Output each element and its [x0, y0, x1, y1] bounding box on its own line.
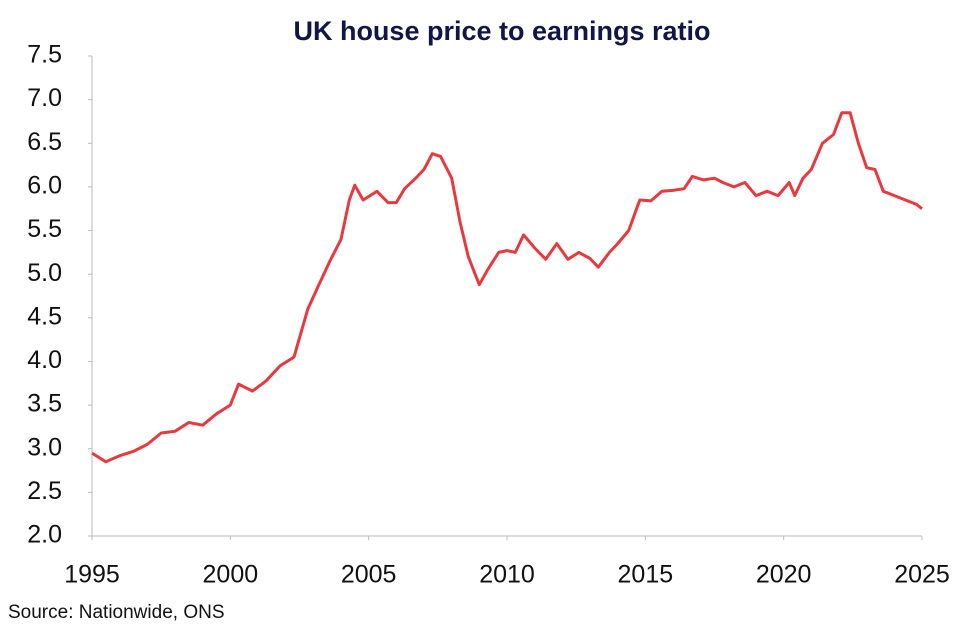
x-tick-label: 2005 [341, 561, 397, 589]
x-tick-label: 2010 [479, 561, 535, 589]
y-tick-label: 7.5 [27, 41, 62, 69]
y-tick-label: 4.0 [27, 346, 62, 374]
y-tick-label: 5.0 [27, 259, 62, 287]
y-tick-label: 6.0 [27, 172, 62, 200]
data-line [91, 111, 923, 464]
y-tick-label: 3.0 [27, 433, 62, 461]
y-tick-label: 7.0 [27, 84, 62, 112]
y-tick-label: 2.0 [27, 521, 62, 549]
chart-title: UK house price to earnings ratio [293, 16, 710, 46]
y-tick-label: 2.5 [27, 477, 62, 505]
y-tick-label: 5.5 [27, 215, 62, 243]
x-tick-label: 2015 [618, 561, 674, 589]
x-tick-label: 2000 [203, 561, 259, 589]
source-note: Source: Nationwide, ONS [8, 602, 225, 623]
y-tick-label: 6.5 [27, 128, 62, 156]
x-tick-label: 2025 [894, 561, 950, 589]
y-tick-label: 4.5 [27, 302, 62, 330]
x-tick-label: 1995 [64, 561, 120, 589]
x-tick-label: 2020 [756, 561, 812, 589]
y-tick-label: 3.5 [27, 390, 62, 418]
